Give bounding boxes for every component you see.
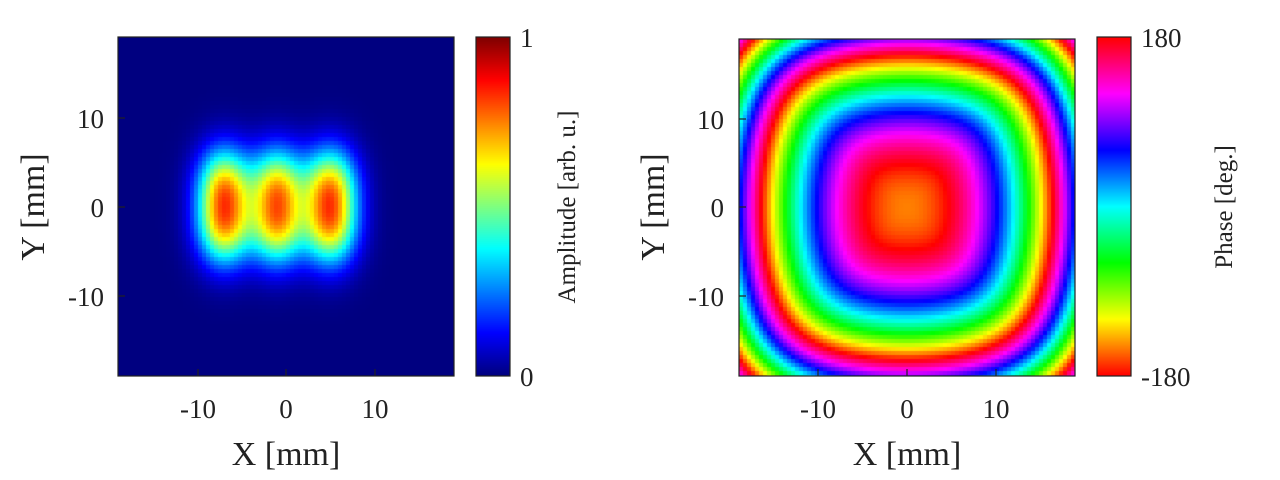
phase-colorbar-max-label: 180 xyxy=(1141,23,1182,53)
amplitude-colorbar-frame xyxy=(475,36,511,377)
amplitude-panel: -10 0 10 10 0 -10 X [mm] Y [mm] 1 0 Ampl… xyxy=(15,23,581,473)
phase-x-axis-label: X [mm] xyxy=(853,436,962,473)
phase-x-tick-label: 0 xyxy=(900,394,914,424)
amplitude-y-axis-label: Y [mm] xyxy=(15,153,52,260)
phase-colorbar-min-label: -180 xyxy=(1141,362,1191,392)
phase-x-tick-label: 10 xyxy=(983,394,1010,424)
amplitude-y-tick-label: 0 xyxy=(91,193,105,223)
amplitude-x-tick-label: -10 xyxy=(180,394,216,424)
phase-colorbar-frame xyxy=(1096,36,1132,377)
amplitude-y-tick-marks xyxy=(118,117,125,297)
amplitude-x-axis-label: X [mm] xyxy=(232,436,341,473)
amplitude-y-tick-label: -10 xyxy=(68,282,104,312)
phase-y-tick-label: 10 xyxy=(697,105,724,135)
phase-y-axis-label: Y [mm] xyxy=(635,153,672,260)
phase-x-tick-marks xyxy=(817,369,997,376)
amplitude-heatmap xyxy=(118,37,454,376)
phase-panel: -10 0 10 10 0 -10 X [mm] Y [mm] 180 -180… xyxy=(635,23,1238,473)
amplitude-colorbar xyxy=(476,37,510,376)
amplitude-y-tick-label: 10 xyxy=(77,104,104,134)
phase-y-tick-label: -10 xyxy=(688,282,724,312)
amplitude-x-tick-label: 0 xyxy=(279,394,293,424)
phase-x-tick-label: -10 xyxy=(800,394,836,424)
amplitude-x-tick-label: 10 xyxy=(362,394,389,424)
amplitude-colorbar-min-label: 0 xyxy=(520,362,534,392)
phase-y-tick-label: 0 xyxy=(711,193,725,223)
amplitude-colorbar-max-label: 1 xyxy=(520,23,534,53)
phase-y-tick-marks xyxy=(739,118,746,297)
phase-heatmap xyxy=(739,39,1075,376)
phase-colorbar-label: Phase [deg.] xyxy=(1211,145,1238,269)
amplitude-x-tick-marks xyxy=(197,369,376,376)
phase-colorbar xyxy=(1097,37,1131,376)
amplitude-colorbar-label: Amplitude [arb. u.] xyxy=(554,110,581,303)
